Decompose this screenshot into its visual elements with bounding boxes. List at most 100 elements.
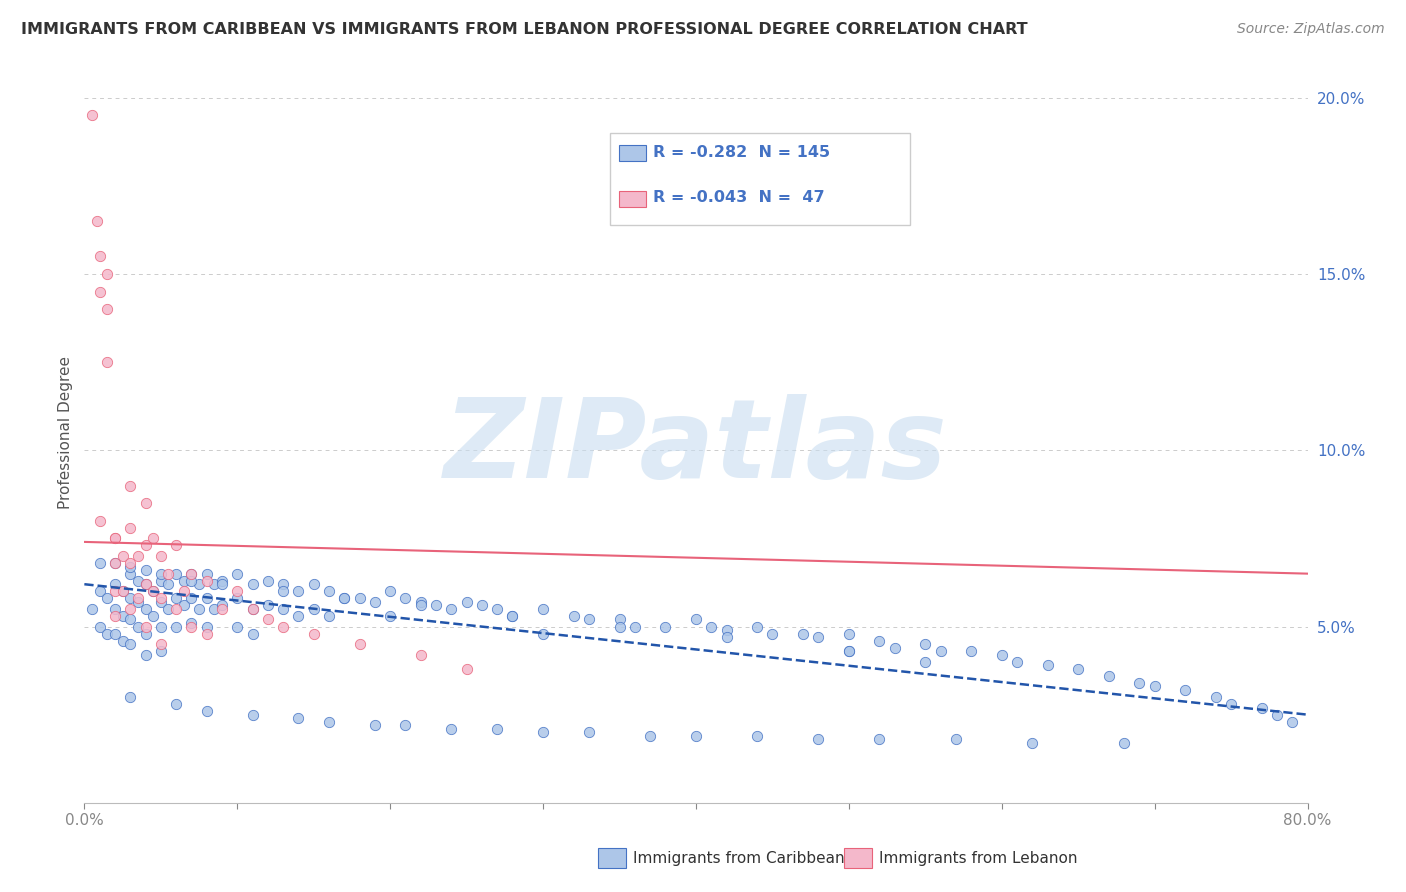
Point [242, 602, 264, 616]
Point [165, 602, 187, 616]
Point [333, 591, 356, 606]
Point [165, 697, 187, 711]
Point [180, 591, 202, 606]
Point [180, 566, 202, 581]
Point [127, 591, 149, 606]
Point [104, 626, 127, 640]
Point [195, 619, 218, 633]
Point [1036, 658, 1059, 673]
Point [1220, 697, 1243, 711]
Point [135, 577, 157, 591]
FancyBboxPatch shape [610, 133, 910, 226]
Point [120, 559, 142, 574]
Point [531, 725, 554, 739]
Point [333, 591, 356, 606]
Point [111, 584, 134, 599]
Point [149, 591, 172, 606]
Point [685, 729, 707, 743]
Point [716, 630, 738, 644]
Point [302, 626, 325, 640]
Point [257, 574, 280, 588]
Point [883, 640, 905, 655]
Point [135, 496, 157, 510]
Point [287, 584, 309, 599]
Point [195, 566, 218, 581]
Point [180, 566, 202, 581]
Point [211, 599, 233, 613]
Point [562, 609, 585, 624]
Point [945, 732, 967, 747]
Point [120, 637, 142, 651]
FancyBboxPatch shape [619, 191, 645, 207]
Point [104, 602, 127, 616]
Point [807, 732, 830, 747]
Point [127, 595, 149, 609]
Point [96, 267, 118, 281]
Point [111, 584, 134, 599]
Point [202, 577, 225, 591]
Point [1281, 714, 1303, 729]
Point [111, 549, 134, 563]
Point [89, 514, 111, 528]
Point [127, 549, 149, 563]
Point [89, 556, 111, 570]
Point [89, 619, 111, 633]
Point [120, 566, 142, 581]
Point [257, 599, 280, 613]
Point [380, 609, 402, 624]
Point [142, 584, 165, 599]
Text: R = -0.282  N = 145: R = -0.282 N = 145 [654, 145, 831, 160]
Point [80, 108, 103, 122]
Point [188, 577, 211, 591]
Point [318, 584, 340, 599]
Point [1174, 683, 1197, 698]
Point [127, 619, 149, 633]
Point [165, 538, 187, 552]
Point [226, 566, 249, 581]
Text: IMMIGRANTS FROM CARIBBEAN VS IMMIGRANTS FROM LEBANON PROFESSIONAL DEGREE CORRELA: IMMIGRANTS FROM CARIBBEAN VS IMMIGRANTS … [21, 22, 1028, 37]
Point [104, 556, 127, 570]
Point [654, 619, 676, 633]
Point [135, 577, 157, 591]
Point [531, 602, 554, 616]
Point [142, 584, 165, 599]
Point [86, 214, 108, 228]
Point [271, 619, 294, 633]
Point [149, 595, 172, 609]
Point [135, 626, 157, 640]
Point [226, 591, 249, 606]
Point [960, 644, 983, 658]
Point [242, 577, 264, 591]
Point [1128, 676, 1150, 690]
Point [624, 619, 647, 633]
Point [111, 609, 134, 624]
Point [761, 626, 783, 640]
Point [471, 599, 494, 613]
Point [287, 609, 309, 624]
Point [111, 633, 134, 648]
Point [195, 591, 218, 606]
Point [149, 644, 172, 658]
Point [1143, 680, 1166, 694]
Point [394, 718, 416, 732]
Point [364, 595, 387, 609]
Point [96, 355, 118, 369]
Point [914, 637, 936, 651]
Point [120, 690, 142, 704]
Point [838, 644, 860, 658]
Text: Immigrants from Lebanon: Immigrants from Lebanon [879, 851, 1077, 865]
Point [149, 566, 172, 581]
Point [165, 566, 187, 581]
Point [318, 609, 340, 624]
Point [195, 704, 218, 718]
Point [271, 577, 294, 591]
FancyBboxPatch shape [619, 145, 645, 161]
Point [456, 662, 478, 676]
Point [120, 612, 142, 626]
Point [1265, 707, 1288, 722]
Point [135, 648, 157, 662]
Point [302, 577, 325, 591]
Point [173, 584, 195, 599]
Point [180, 615, 202, 630]
Point [716, 623, 738, 637]
